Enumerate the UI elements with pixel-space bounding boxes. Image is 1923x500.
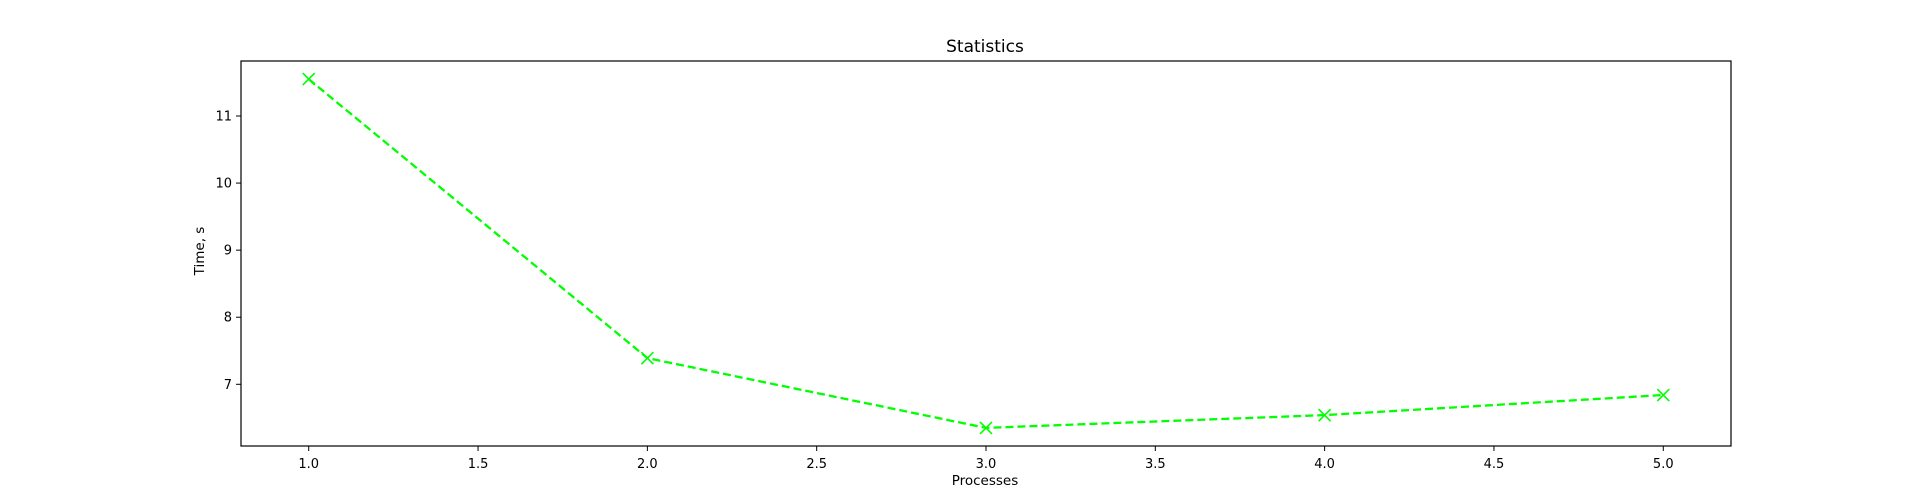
y-tick-label: 10	[215, 177, 232, 192]
y-tick-label: 8	[224, 311, 232, 326]
x-tick-label: 3.5	[1145, 457, 1166, 472]
y-tick-label: 9	[224, 244, 232, 259]
series-layer	[302, 72, 1670, 435]
x-tick-label: 5.0	[1653, 457, 1674, 472]
x-axis-ticks: 1.0 1.5 2.0 2.5 3.0 3.5 4.0 4.5 5.0	[298, 446, 1674, 472]
marker-stroke	[302, 72, 316, 86]
marker-stroke	[1656, 388, 1670, 402]
data-point-marker	[979, 421, 993, 435]
chart-title: Statistics	[946, 37, 1024, 57]
x-tick-label: 1.5	[468, 457, 489, 472]
marker-stroke	[1318, 408, 1332, 422]
x-tick-label: 2.0	[637, 457, 658, 472]
marker-stroke	[979, 421, 993, 435]
y-tick-label: 11	[215, 110, 232, 125]
plot-frame	[240, 60, 1732, 447]
y-axis-label: Time, s	[192, 227, 208, 277]
x-tick-label: 4.0	[1314, 457, 1335, 472]
data-point-marker	[1318, 408, 1332, 422]
data-point-marker	[302, 72, 316, 86]
data-point-marker	[1656, 388, 1670, 402]
x-tick-label: 1.0	[298, 457, 319, 472]
x-axis-label: Processes	[952, 473, 1019, 489]
x-tick-label: 2.5	[806, 457, 827, 472]
y-tick-label: 7	[224, 378, 232, 393]
x-tick-label: 3.0	[976, 457, 997, 472]
marker-stroke	[640, 351, 654, 365]
data-point-marker	[640, 351, 654, 365]
y-axis-ticks: 7 8 9 10 11	[215, 110, 241, 393]
x-tick-label: 4.5	[1484, 457, 1505, 472]
